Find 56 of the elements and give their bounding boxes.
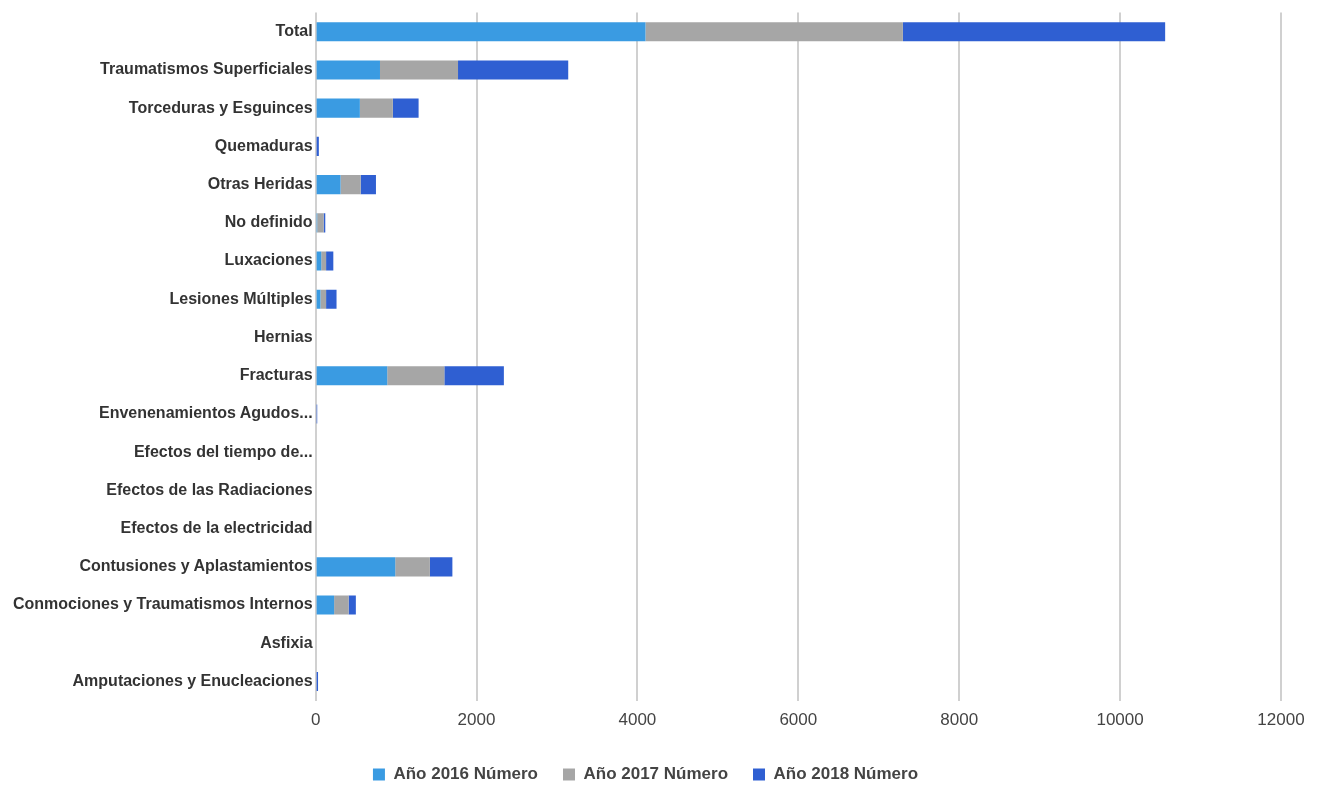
y-tick-label: Otras Heridas bbox=[207, 175, 313, 193]
y-tick-label: Quemaduras bbox=[214, 136, 313, 154]
bar bbox=[316, 60, 380, 80]
y-tick-label: Torceduras y Esguinces bbox=[128, 98, 313, 116]
y-tick-label: Total bbox=[275, 22, 313, 40]
bar bbox=[387, 366, 445, 386]
legend-label: Año 2016 Número bbox=[393, 764, 538, 784]
bar bbox=[316, 136, 319, 156]
x-tick-label: 0 bbox=[310, 710, 321, 730]
bar bbox=[359, 98, 393, 118]
bar bbox=[458, 60, 569, 80]
x-tick-label: 6000 bbox=[779, 710, 818, 730]
bar bbox=[902, 22, 1166, 42]
y-tick-label: Traumatismos Superficiales bbox=[100, 60, 313, 78]
y-tick-label: Luxaciones bbox=[224, 251, 313, 269]
bar bbox=[316, 595, 335, 615]
bar bbox=[326, 251, 334, 271]
bar bbox=[379, 60, 459, 80]
bar bbox=[316, 557, 396, 577]
x-tick-label: 8000 bbox=[940, 710, 979, 730]
x-tick-label: 10000 bbox=[1096, 710, 1144, 730]
y-tick-label: Efectos del tiempo de... bbox=[133, 442, 313, 460]
bar bbox=[316, 366, 388, 386]
bar bbox=[395, 557, 430, 577]
bar bbox=[321, 251, 327, 271]
y-tick-label: Conmociones y Traumatismos Internos bbox=[13, 595, 313, 613]
bar bbox=[444, 366, 504, 386]
bar bbox=[340, 175, 361, 195]
legend-label: Año 2018 Número bbox=[773, 764, 919, 784]
y-tick-label: Contusiones y Aplastamientos bbox=[79, 557, 313, 575]
bar bbox=[360, 175, 376, 195]
x-tick-label: 4000 bbox=[618, 710, 657, 730]
x-tick-label: 12000 bbox=[1257, 710, 1305, 730]
x-tick-label: 2000 bbox=[457, 710, 496, 730]
bar bbox=[348, 595, 356, 615]
bar bbox=[316, 22, 646, 42]
y-tick-label: No definido bbox=[224, 213, 313, 231]
bar bbox=[316, 175, 341, 195]
bar bbox=[317, 213, 324, 233]
bar bbox=[334, 595, 349, 615]
bar bbox=[645, 22, 903, 42]
bar bbox=[316, 251, 322, 271]
y-tick-label: Amputaciones y Enucleaciones bbox=[72, 671, 313, 689]
y-tick-label: Efectos de las Radiaciones bbox=[106, 480, 313, 498]
bar bbox=[429, 557, 453, 577]
legend-label: Año 2017 Número bbox=[583, 764, 729, 784]
y-tick-label: Lesiones Múltiples bbox=[169, 289, 313, 307]
y-tick-label: Envenenamientos Agudos... bbox=[98, 404, 313, 422]
y-tick-label: Asfixia bbox=[260, 633, 313, 651]
y-tick-label: Hernias bbox=[253, 327, 313, 345]
bar bbox=[316, 98, 360, 118]
bar bbox=[320, 289, 327, 309]
bar bbox=[326, 289, 337, 309]
bar bbox=[392, 98, 419, 118]
y-tick-label: Fracturas bbox=[239, 366, 313, 384]
y-tick-label: Efectos de la electricidad bbox=[120, 519, 313, 537]
